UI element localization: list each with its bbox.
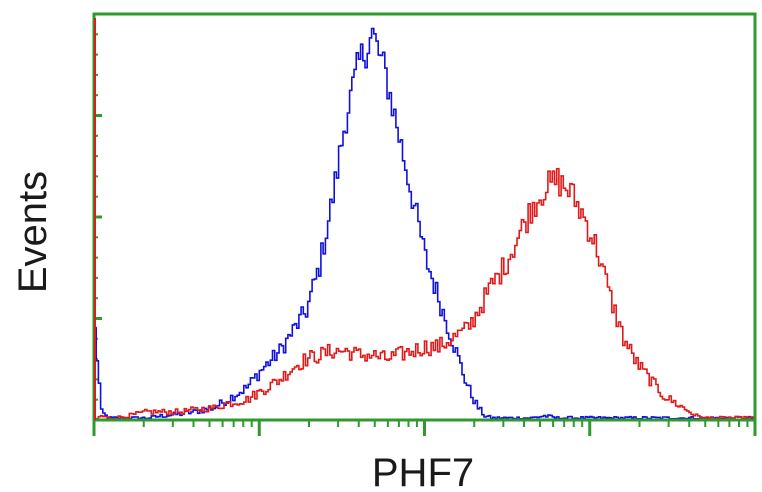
plot-frame [92,12,757,422]
y-axis-label: Events [11,171,55,293]
axis-ticks [92,12,757,436]
series-line-blue [94,27,756,420]
series-lines [94,27,756,420]
series-line-red [94,167,756,420]
x-axis-label: PHF7 [372,451,474,492]
